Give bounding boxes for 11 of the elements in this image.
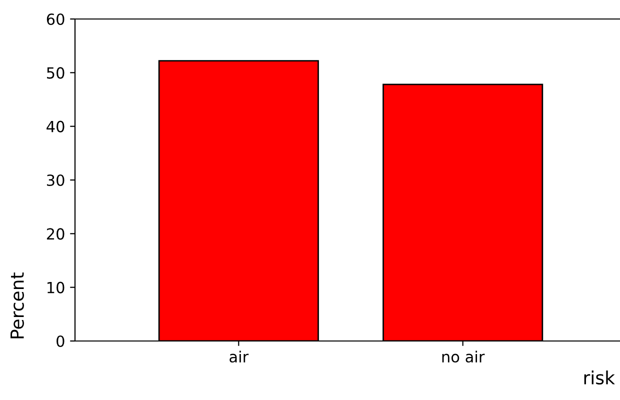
y-tick-label: 10 (48, 282, 64, 294)
x-tick-label: no air (442, 350, 485, 363)
y-tick-label: 50 (47, 67, 64, 79)
y-tick-label: 30 (47, 174, 64, 186)
y-tick-label: 60 (46, 13, 64, 26)
x-axis-title: risk (584, 370, 615, 384)
y-tick-label: 0 (56, 335, 64, 348)
y-axis-title: Percent (10, 272, 24, 338)
x-tick-label: air (230, 350, 249, 363)
y-tick-label: 20 (46, 228, 64, 240)
y-tick-label: 40 (46, 120, 64, 132)
